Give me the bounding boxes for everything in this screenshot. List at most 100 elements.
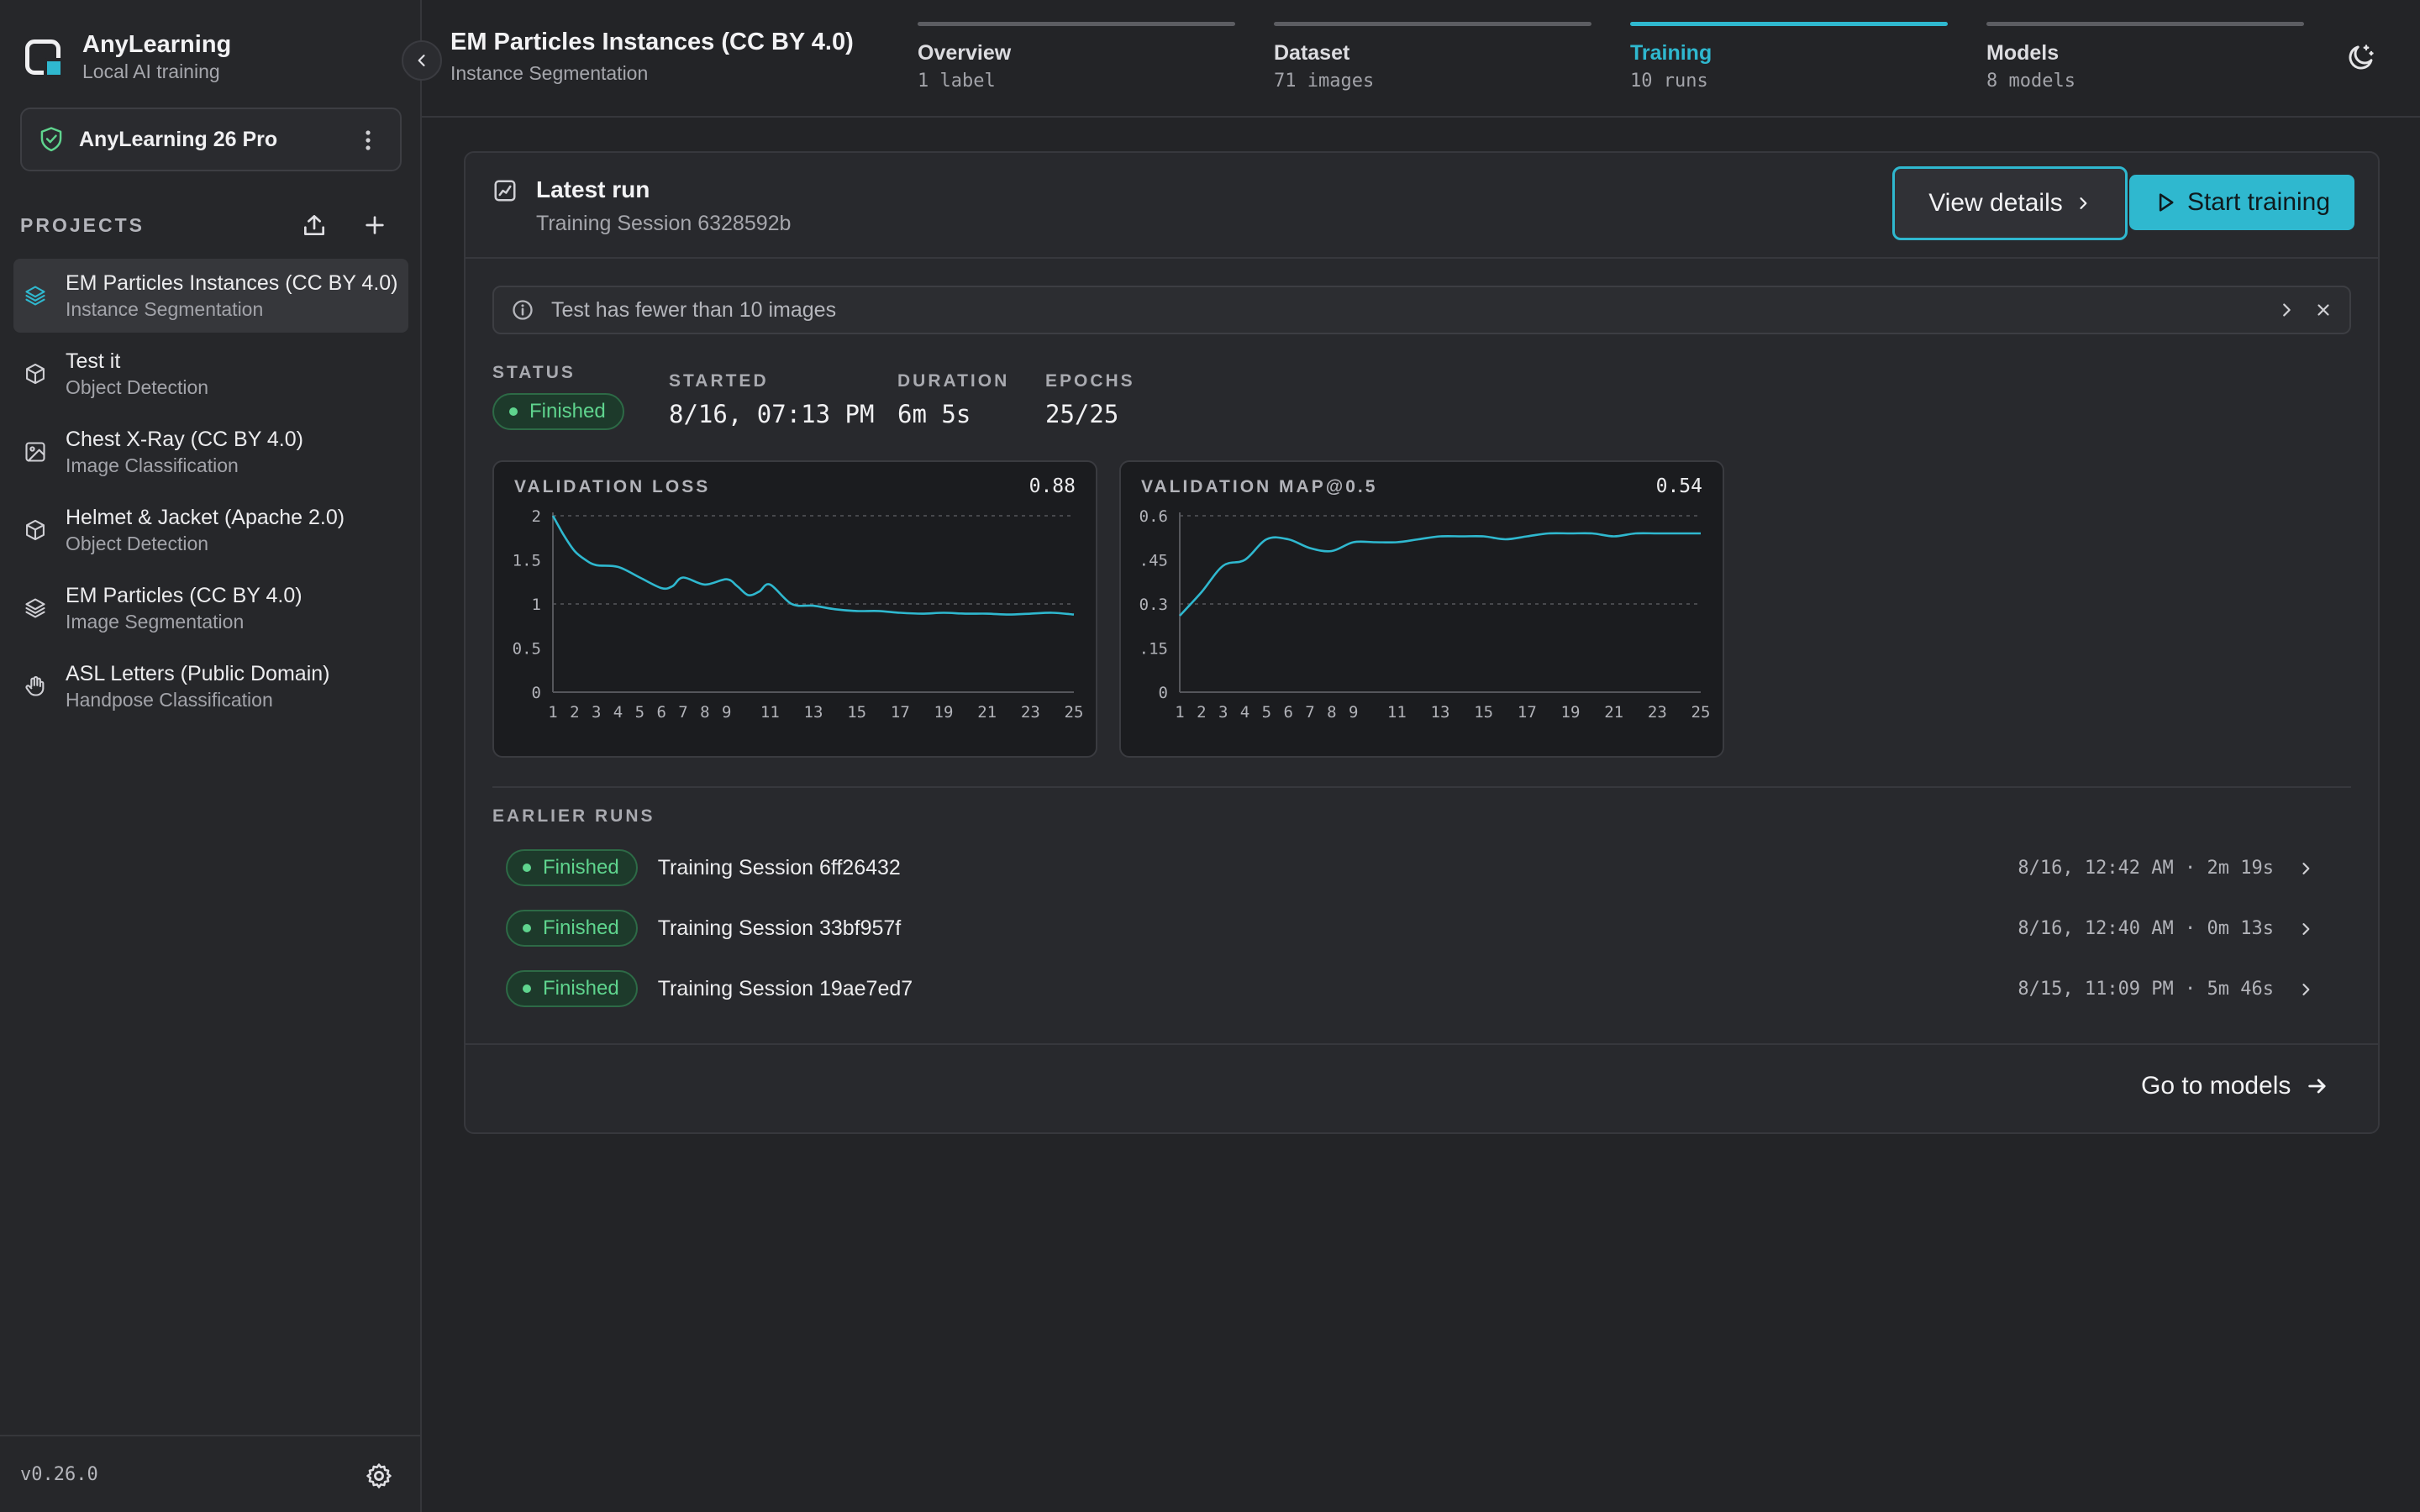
- chart-title: VALIDATION MAP@0.5: [1141, 477, 1378, 496]
- x-tick-label: 1: [1175, 703, 1184, 722]
- validation-map-chart: VALIDATION MAP@0.5 0.54 0.15 0.3.45 0.6 1 2 3…: [1119, 460, 1724, 758]
- stat-label: EPOCHS: [1045, 371, 1135, 391]
- earlier-runs-title: EARLIER RUNS: [492, 806, 655, 826]
- notice-text: Test has fewer than 10 images: [551, 297, 837, 322]
- layers-icon: [24, 284, 47, 312]
- chart-icon: [494, 180, 516, 202]
- stat-label: DURATION: [897, 371, 1010, 391]
- x-tick-label: 5: [635, 703, 644, 722]
- x-tick-label: 4: [1240, 703, 1249, 722]
- tab-count: 10 runs: [1630, 71, 1708, 92]
- gear-icon[interactable]: [365, 1462, 393, 1490]
- collapse-sidebar-button[interactable]: [402, 40, 442, 81]
- x-tick-label: 21: [1604, 703, 1623, 722]
- x-tick-label: 11: [1387, 703, 1407, 722]
- x-tick-label: 15: [1474, 703, 1493, 722]
- stat-duration: DURATION 6m 5s: [897, 371, 1009, 428]
- sidebar-project-item[interactable]: ASL Letters (Public Domain) Handpose Clas…: [13, 649, 408, 723]
- earlier-run-row[interactable]: Finished Training Session 33bf957f 8/16, 1…: [506, 907, 2351, 949]
- tab-count: 8 models: [1986, 71, 2075, 92]
- tab-overview[interactable]: Overview 1 label: [918, 22, 1235, 92]
- y-tick-label: 0: [1159, 684, 1168, 702]
- start-training-button[interactable]: Start training: [2129, 175, 2354, 230]
- app-subtitle: Local AI training: [82, 60, 220, 82]
- x-tick-label: 13: [1431, 703, 1450, 722]
- shield-check-icon: [40, 127, 62, 152]
- x-tick-label: 4: [613, 703, 623, 722]
- sidebar-project-item[interactable]: EM Particles (CC BY 4.0) Image Segmentati…: [13, 571, 408, 645]
- close-icon[interactable]: [2314, 301, 2333, 319]
- earlier-run-row[interactable]: Finished Training Session 6ff26432 8/16, 1…: [506, 847, 2351, 889]
- card-header: Latest run Training Session 6328592b Vie…: [466, 153, 2378, 259]
- stat-label: STARTED: [669, 371, 769, 391]
- sidebar-project-item[interactable]: Chest X-Ray (CC BY 4.0) Image Classificat…: [13, 415, 408, 489]
- go-to-models-link[interactable]: Go to models: [2141, 1072, 2329, 1100]
- chevron-right-icon[interactable]: [2277, 301, 2296, 319]
- run-meta: 8/16, 12:42 AM · 2m 19s: [2018, 857, 2274, 879]
- warning-notice[interactable]: Test has fewer than 10 images: [492, 286, 2351, 334]
- x-tick-label: 2: [570, 703, 579, 722]
- tab-dataset[interactable]: Dataset 71 images: [1274, 22, 1591, 92]
- y-tick-label: 0: [532, 684, 541, 702]
- y-tick-label: 0.6: [1139, 507, 1168, 526]
- kebab-menu-icon[interactable]: [365, 129, 371, 151]
- tab-label: Models: [1986, 41, 2060, 65]
- x-tick-label: 3: [592, 703, 601, 722]
- image-icon: [24, 440, 47, 468]
- status-text: Finished: [543, 977, 619, 1000]
- cube-icon: [24, 518, 47, 546]
- upload-icon[interactable]: [301, 212, 328, 239]
- run-name: Training Session 6ff26432: [657, 855, 901, 879]
- projects-title: PROJECTS: [20, 213, 145, 236]
- status-badge: Finished: [506, 970, 638, 1007]
- tab-count: 71 images: [1274, 71, 1375, 92]
- x-tick-label: 7: [678, 703, 687, 722]
- earlier-run-row[interactable]: Finished Training Session 19ae7ed7 8/15, 1…: [506, 968, 2351, 1010]
- x-tick-label: 25: [1065, 703, 1084, 722]
- theme-toggle-icon[interactable]: [2346, 42, 2376, 72]
- project-type: Instance Segmentation: [66, 298, 264, 320]
- chevron-right-icon: [2080, 197, 2087, 209]
- brand[interactable]: AnyLearning Local AI training: [25, 30, 231, 84]
- y-tick-label: 1.5: [513, 552, 541, 570]
- view-details-button[interactable]: View details: [1892, 166, 2128, 240]
- x-tick-label: 2: [1197, 703, 1206, 722]
- tab-indicator: [918, 22, 1235, 26]
- series-line: [1179, 532, 1701, 617]
- tab-models[interactable]: Models 8 models: [1986, 22, 2304, 92]
- x-tick-label: 19: [1561, 703, 1581, 722]
- view-details-label: View details: [1928, 189, 2063, 217]
- tab-count: 1 label: [918, 71, 996, 92]
- stat-started: STARTED 8/16, 07:13 PM: [669, 371, 874, 428]
- x-tick-label: 3: [1218, 703, 1228, 722]
- layers-icon: [24, 596, 47, 624]
- latest-run-session: Training Session 6328592b: [536, 212, 792, 235]
- x-tick-label: 21: [977, 703, 997, 722]
- stat-epochs: EPOCHS 25/25: [1045, 371, 1135, 428]
- run-name: Training Session 33bf957f: [657, 916, 902, 940]
- top-header: EM Particles Instances (CC BY 4.0) Insta…: [422, 0, 2420, 118]
- project-list: EM Particles Instances (CC BY 4.0) Instan…: [13, 259, 408, 727]
- start-training-label: Start training: [2186, 188, 2331, 216]
- status-dot-icon: [523, 864, 531, 872]
- tab-training[interactable]: Training 10 runs: [1630, 22, 1948, 92]
- license-card[interactable]: AnyLearning 26 Pro: [20, 108, 402, 171]
- x-tick-label: 15: [847, 703, 866, 722]
- arrow-right-icon: [2308, 1079, 2326, 1094]
- y-tick-label: .15: [1139, 640, 1168, 659]
- tab-label: Overview: [918, 41, 1012, 65]
- x-tick-label: 23: [1648, 703, 1667, 722]
- go-to-models-label: Go to models: [2141, 1072, 2291, 1100]
- chevron-right-icon: [2302, 923, 2310, 935]
- status-dot-icon: [523, 924, 531, 932]
- x-tick-label: 17: [1518, 703, 1537, 722]
- app-logo-icon: [25, 39, 64, 78]
- info-icon: [513, 300, 533, 320]
- sidebar-project-item[interactable]: Test it Object Detection: [13, 337, 408, 411]
- sidebar-project-item[interactable]: EM Particles Instances (CC BY 4.0) Instan…: [13, 259, 408, 333]
- sidebar-project-item[interactable]: Helmet & Jacket (Apache 2.0) Object Detec…: [13, 493, 408, 567]
- x-tick-label: 19: [934, 703, 954, 722]
- chart-title: VALIDATION LOSS: [514, 477, 711, 496]
- run-meta: 8/16, 12:40 AM · 0m 13s: [2018, 917, 2274, 939]
- add-project-icon[interactable]: [361, 212, 388, 239]
